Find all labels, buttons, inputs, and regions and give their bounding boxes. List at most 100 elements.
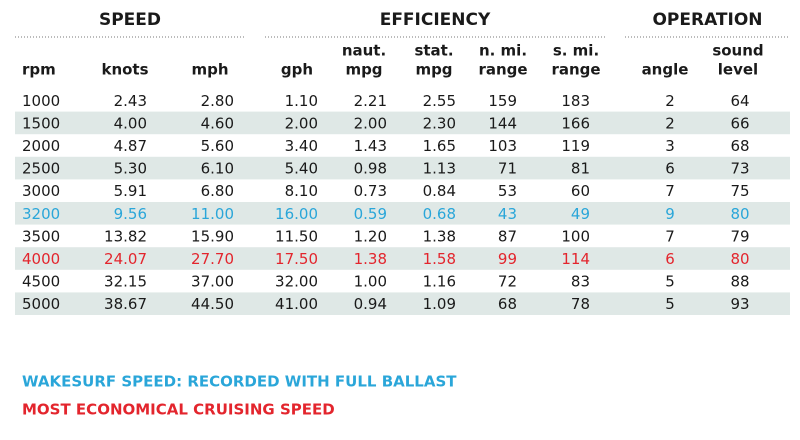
cell: 72 [498, 273, 517, 291]
column-header: naut. [342, 42, 386, 60]
cell: 1.13 [423, 160, 456, 178]
cell: 2.21 [354, 92, 387, 110]
cell: 0.73 [354, 182, 387, 200]
cell: 87 [498, 227, 517, 245]
column-header: stat. [414, 42, 453, 60]
cell: 4.87 [114, 137, 147, 155]
row-shade [15, 156, 790, 180]
cell: 99 [498, 250, 517, 268]
cell: 79 [730, 227, 749, 245]
column-header: angle [642, 61, 689, 79]
group-title: OPERATION [652, 10, 762, 30]
cell: 49 [571, 205, 590, 223]
group-title: SPEED [99, 10, 161, 30]
cell: 4500 [22, 273, 60, 291]
cell: 71 [498, 160, 517, 178]
cell: 5.60 [201, 137, 234, 155]
cell: 144 [488, 114, 517, 132]
cell: 2.43 [114, 92, 147, 110]
cell: 5 [665, 273, 675, 291]
row-shade [15, 111, 790, 135]
column-header: rpm [22, 61, 56, 79]
cell: 37.00 [191, 273, 234, 291]
cell: 0.98 [354, 160, 387, 178]
cell: 80 [730, 250, 749, 268]
column-header: mph [191, 61, 228, 79]
cell: 3 [665, 137, 675, 155]
cell: 5.91 [114, 182, 147, 200]
cell: 73 [730, 160, 749, 178]
column-header: knots [101, 61, 148, 79]
column-header: s. mi. [553, 42, 599, 60]
cell: 4000 [22, 250, 60, 268]
cell: 15.90 [191, 227, 234, 245]
cell: 2.55 [423, 92, 456, 110]
column-header: range [478, 61, 527, 79]
cell: 2 [665, 92, 675, 110]
cell: 1.43 [354, 137, 387, 155]
cell: 7 [665, 182, 675, 200]
cell: 1.00 [354, 273, 387, 291]
cell: 3.40 [285, 137, 318, 155]
cell: 80 [730, 205, 749, 223]
cell: 0.84 [423, 182, 456, 200]
cell: 8.10 [285, 182, 318, 200]
cell: 159 [488, 92, 517, 110]
cell: 1.38 [423, 227, 456, 245]
row-shade [15, 202, 790, 225]
cell: 3000 [22, 182, 60, 200]
cell: 1.38 [354, 250, 387, 268]
cell: 0.94 [354, 295, 387, 313]
cell: 24.07 [104, 250, 147, 268]
cell: 1.16 [423, 273, 456, 291]
group-title: EFFICIENCY [380, 10, 491, 30]
cell: 68 [730, 137, 749, 155]
cell: 53 [498, 182, 517, 200]
cell: 3500 [22, 227, 60, 245]
cell: 44.50 [191, 295, 234, 313]
cell: 38.67 [104, 295, 147, 313]
legend-note: MOST ECONOMICAL CRUISING SPEED [22, 401, 335, 419]
cell: 75 [730, 182, 749, 200]
cell: 2 [665, 114, 675, 132]
cell: 2000 [22, 137, 60, 155]
row-shade [15, 292, 790, 315]
cell: 114 [561, 250, 590, 268]
cell: 81 [571, 160, 590, 178]
cell: 4.00 [114, 114, 147, 132]
cell: 4.60 [201, 114, 234, 132]
cell: 88 [730, 273, 749, 291]
cell: 7 [665, 227, 675, 245]
cell: 6.80 [201, 182, 234, 200]
column-header: sound [712, 42, 763, 60]
cell: 1.10 [285, 92, 318, 110]
cell: 2.80 [201, 92, 234, 110]
column-header: mpg [415, 61, 452, 79]
cell: 0.59 [354, 205, 387, 223]
cell: 66 [730, 114, 749, 132]
cell: 41.00 [275, 295, 318, 313]
cell: 103 [488, 137, 517, 155]
cell: 100 [561, 227, 590, 245]
column-header: level [718, 61, 758, 79]
cell: 1500 [22, 114, 60, 132]
cell: 1000 [22, 92, 60, 110]
column-header: range [551, 61, 600, 79]
cell: 1.20 [354, 227, 387, 245]
column-header: gph [281, 61, 313, 79]
cell: 83 [571, 273, 590, 291]
cell: 119 [561, 137, 590, 155]
cell: 6 [665, 160, 675, 178]
cell: 3200 [22, 205, 60, 223]
cell: 166 [561, 114, 590, 132]
cell: 1.65 [423, 137, 456, 155]
cell: 0.68 [423, 205, 456, 223]
cell: 5.30 [114, 160, 147, 178]
cell: 13.82 [104, 227, 147, 245]
cell: 11.00 [191, 205, 234, 223]
cell: 9.56 [114, 205, 147, 223]
cell: 183 [561, 92, 590, 110]
cell: 93 [730, 295, 749, 313]
cell: 1.58 [423, 250, 456, 268]
